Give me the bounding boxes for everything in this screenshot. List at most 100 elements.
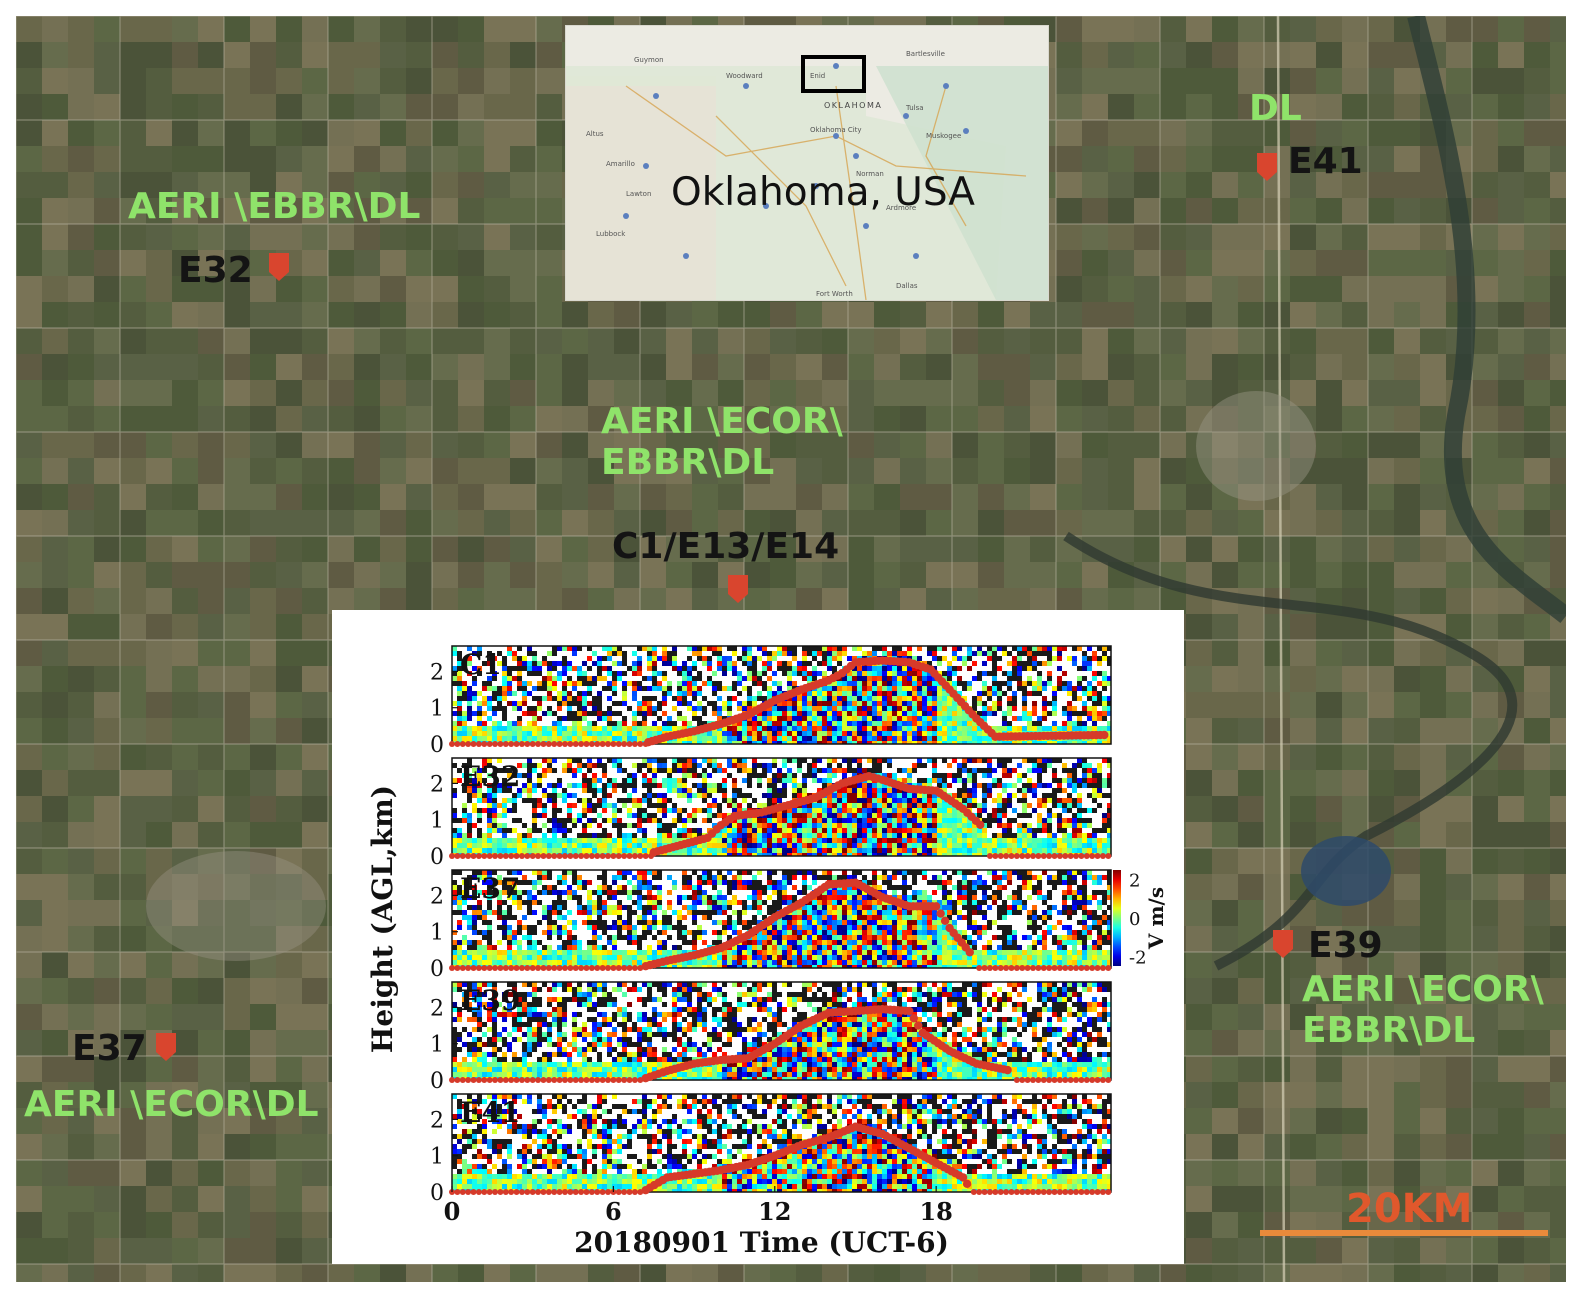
x-tick-label: 12 [758, 1197, 791, 1226]
data-point [508, 853, 515, 859]
data-point [470, 741, 477, 747]
data-point [502, 741, 509, 747]
data-point [572, 965, 579, 971]
data-point [572, 1077, 579, 1083]
data-point [459, 741, 466, 747]
panel-e41-heatmap [452, 1094, 1111, 1192]
data-point [518, 853, 525, 859]
data-point [1094, 1189, 1101, 1195]
data-point [508, 1189, 515, 1195]
data-point [615, 1189, 622, 1195]
data-point [1040, 1189, 1047, 1195]
data-point [1035, 1077, 1042, 1083]
data-point [540, 741, 547, 747]
data-point [1024, 965, 1031, 971]
data-point [556, 1077, 563, 1083]
data-point [986, 853, 993, 859]
site-e41-marker-icon [1257, 153, 1277, 181]
data-point [626, 741, 633, 747]
data-point [481, 965, 488, 971]
lake [1407, 16, 1566, 624]
data-point [486, 741, 493, 747]
data-point [605, 1077, 612, 1083]
data-point [1105, 1189, 1112, 1195]
data-point [1056, 1077, 1063, 1083]
colorbar [1113, 870, 1121, 966]
data-point [1040, 853, 1047, 859]
data-point [1013, 1189, 1020, 1195]
data-point [976, 820, 985, 829]
data-point [1003, 1065, 1012, 1075]
data-point [567, 853, 574, 859]
data-point [1105, 965, 1112, 971]
data-point [1046, 1077, 1053, 1083]
data-point [1073, 853, 1080, 859]
data-point [631, 1189, 638, 1195]
data-point [449, 965, 455, 971]
ozark-region [876, 66, 1048, 300]
data-point [545, 741, 552, 747]
y-tick-label: 2 [430, 996, 444, 1021]
data-point [465, 853, 472, 859]
data-point [1029, 853, 1036, 859]
inset-place-label: Altus [586, 130, 604, 138]
colorbar-tick-label: 0 [1129, 909, 1140, 930]
inset-city-dots [623, 63, 969, 259]
data-point [610, 965, 617, 971]
data-point [588, 853, 595, 859]
y-tick-label: 0 [430, 957, 444, 982]
panel-label: E41 [460, 1096, 520, 1129]
data-point [1019, 1189, 1026, 1195]
data-point [1013, 853, 1020, 859]
data-point [986, 965, 993, 971]
panel-frame [451, 981, 1112, 1081]
data-point [572, 1189, 579, 1195]
town-area [146, 851, 326, 961]
x-tick-label: 18 [919, 1197, 952, 1226]
oklahoma-inset-map: Guymon Woodward Enid Bartlesville Tulsa Musko… [565, 25, 1049, 301]
data-point [1062, 965, 1069, 971]
data-point [561, 965, 568, 971]
data-point [449, 741, 455, 747]
data-point [594, 965, 601, 971]
velocity-chart: C1 0 1 2 E32 0 1 2 E37 0 1 2 E39 0 1 2 E41 0 1 2 0 6 12 18 20180… [332, 610, 1184, 1264]
data-point [508, 965, 515, 971]
data-point [992, 965, 999, 971]
data-point [551, 853, 558, 859]
zero-height-series [449, 853, 1112, 859]
data-point [567, 1077, 574, 1083]
data-point [1051, 1077, 1058, 1083]
inset-place-label: Tulsa [905, 104, 924, 112]
data-point [588, 1189, 595, 1195]
data-point [605, 1189, 612, 1195]
data-point [1099, 965, 1106, 971]
y-tick-label: 1 [430, 1033, 444, 1058]
y-tick-label: 1 [430, 697, 444, 722]
panel-e39-heatmap [452, 982, 1111, 1080]
data-point [599, 965, 606, 971]
data-point [588, 741, 595, 747]
data-point [535, 1189, 542, 1195]
data-point [561, 853, 568, 859]
data-point [1046, 1189, 1053, 1195]
data-point [486, 965, 493, 971]
x-axis-label: 20180901 Time (UCT-6) [574, 1226, 949, 1259]
data-point [637, 1189, 644, 1195]
data-point [599, 741, 606, 747]
zero-height-series [449, 1077, 1112, 1083]
data-point [475, 1077, 482, 1083]
data-point [1073, 1077, 1080, 1083]
data-point [1083, 853, 1090, 859]
data-point [551, 741, 558, 747]
data-point [1035, 965, 1042, 971]
data-point [1003, 1189, 1010, 1195]
data-point [465, 1077, 472, 1083]
data-point [1035, 1189, 1042, 1195]
data-point [454, 741, 461, 747]
data-point [578, 1077, 585, 1083]
data-point [1089, 853, 1096, 859]
data-point [502, 1077, 509, 1083]
data-point [1003, 965, 1010, 971]
data-point [459, 1077, 466, 1083]
